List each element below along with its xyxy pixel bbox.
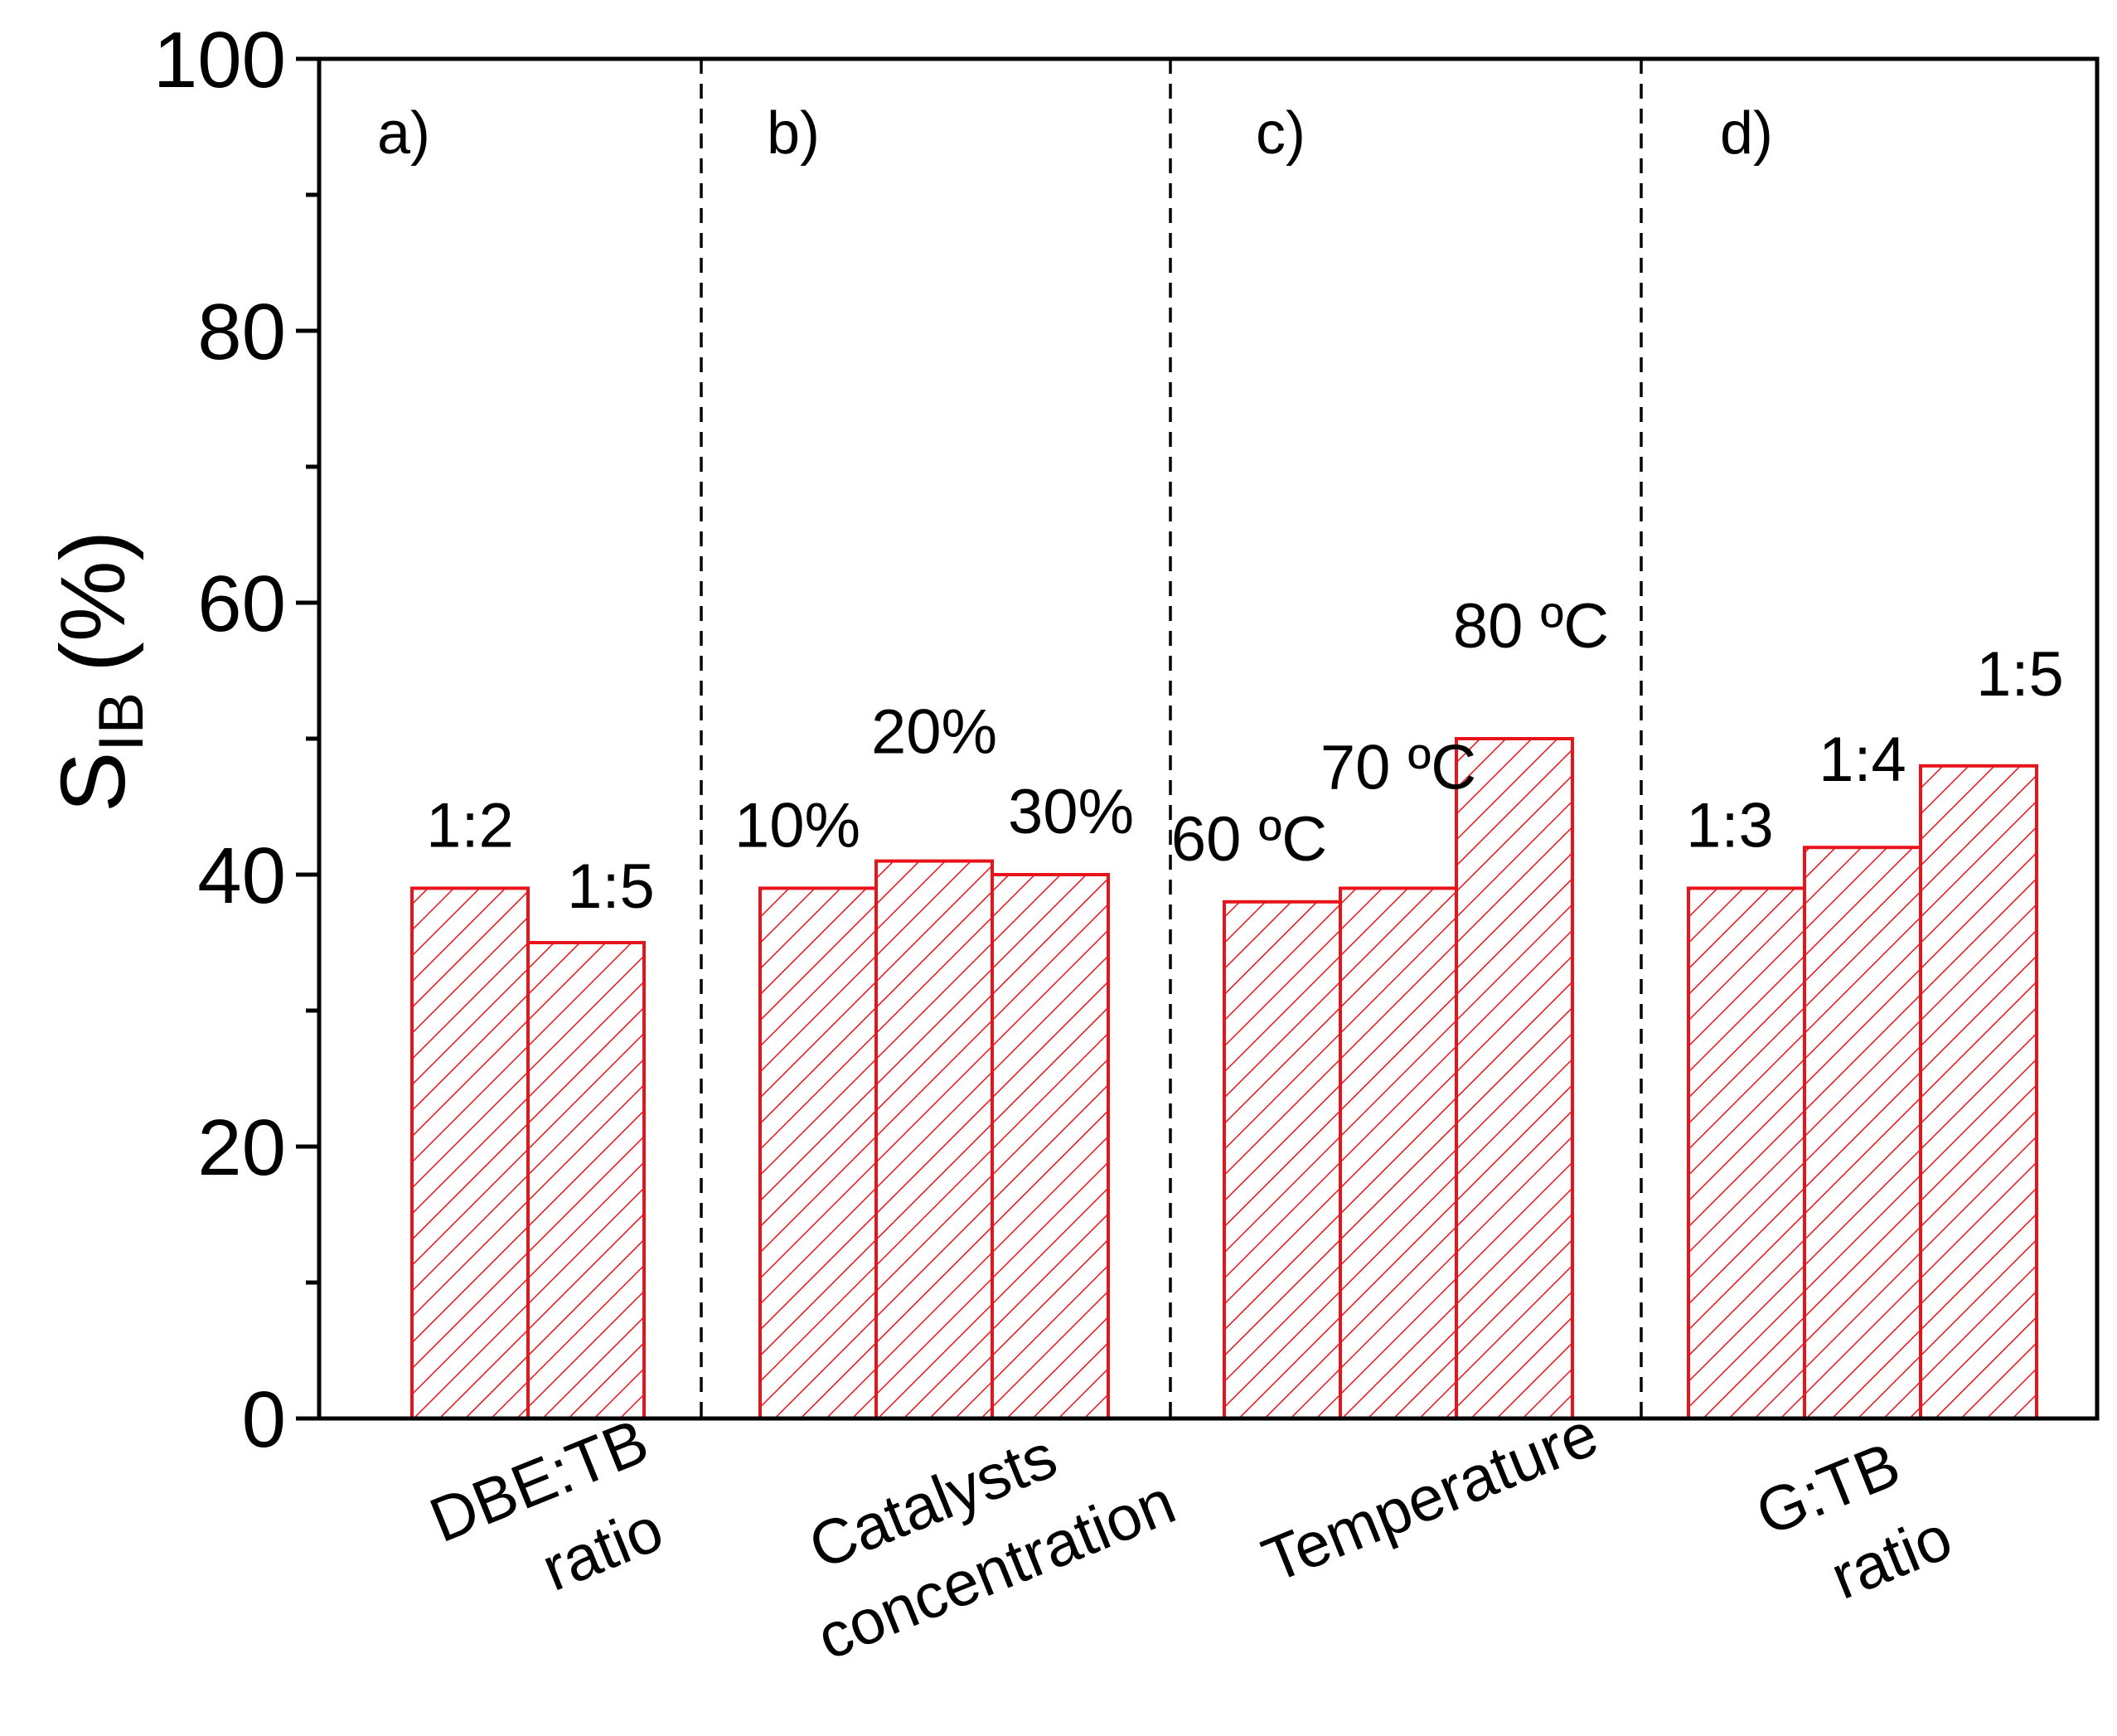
y-tick-label: 40 [197,832,286,920]
y-tick-label: 60 [197,560,286,648]
bar-value-label: 60 ºC [1171,804,1327,875]
y-tick-label: 100 [153,16,286,104]
bar [758,886,878,1420]
panel-label: d) [1720,100,1773,167]
group-axis-label: Catalystsconcentration [775,1386,1184,1674]
ticks-layer: 0 20 40 60 80 100 [153,16,319,1464]
panel-label: a) [377,100,430,167]
bar-value-label: 1:2 [426,790,514,861]
bar-value-label: 80 ºC [1453,591,1609,662]
bar [1919,764,2038,1420]
bars-layer [410,737,2038,1421]
bar-value-label: 70 ºC [1320,732,1476,803]
bar [526,941,646,1420]
group-axis-label-line: Temperature [1253,1399,1607,1597]
bar [1803,846,1922,1420]
bar-value-label: 20% [871,697,997,768]
bar-value-label: 1:5 [567,851,655,922]
group-axis-label: G:TBratio [1746,1421,1961,1630]
bar [410,886,530,1420]
bar [1687,886,1806,1420]
y-axis-title-main: S [42,752,144,812]
dividers-layer [700,59,1643,1418]
group-axis-label: DBE:TBratio [420,1406,690,1637]
panel-label: b) [767,100,820,167]
bar-value-label: 10% [734,790,860,861]
y-tick-label: 20 [197,1103,286,1192]
bar [874,859,994,1420]
bar [1223,900,1342,1421]
bar-value-label: 1:3 [1686,790,1774,861]
bar [991,873,1110,1420]
y-axis-title: SIB (%) [42,531,157,812]
bar-value-label: 1:5 [1976,639,2064,710]
bar [1339,886,1458,1420]
y-axis-title-unit: (%) [42,531,144,672]
y-tick-label: 80 [197,288,286,376]
bar-value-label: 1:4 [1819,725,1906,795]
group-axis-label: Temperature [1253,1399,1607,1597]
bar [1455,737,1574,1420]
bar-value-label: 30% [1008,777,1134,847]
y-axis-title-subscript: IB [86,692,157,752]
y-tick-label: 0 [242,1375,286,1464]
panel-label: c) [1256,100,1306,167]
